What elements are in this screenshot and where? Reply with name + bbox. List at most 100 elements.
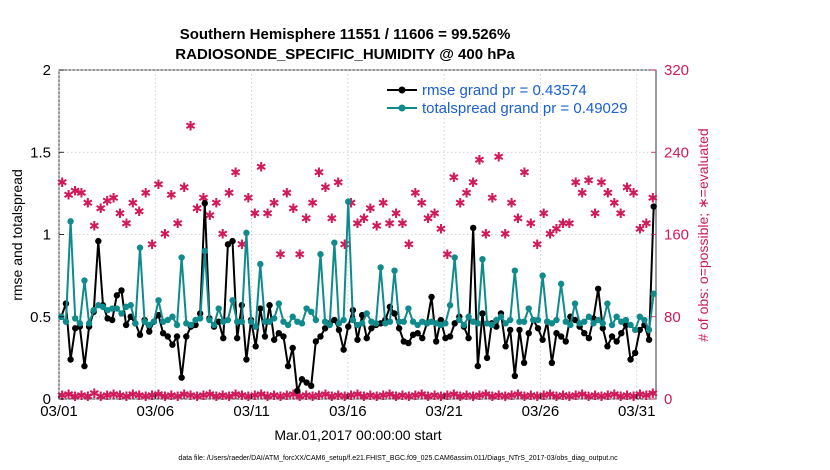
totalspread-point [247,318,255,325]
obs-possible-marker: ✱ [423,212,434,227]
rmse-point [159,330,167,337]
rmse-point [261,333,269,340]
rmse-point [599,325,606,332]
obs-possible-marker: ✱ [590,207,601,222]
obs-possible-marker: ✱ [435,222,446,237]
rmse-point [557,333,565,340]
plot-area [58,69,657,400]
obs-possible-marker: ✱ [314,166,325,181]
y-tick-label-right: 240 [664,144,689,161]
legend: rmse grand pr = 0.43574 totalspread gran… [387,82,628,117]
rmse-point [608,333,616,340]
obs-evaluated-marker: ✱ [115,389,126,404]
totalspread-point [326,321,333,329]
rmse-point [289,344,296,352]
obs-possible-marker: ✱ [95,202,106,217]
rmse-point [173,333,181,340]
rmse-point [257,305,264,312]
x-tick-label: 03/01 [40,403,78,420]
obs-evaluated-marker: ✱ [288,388,299,403]
obs-possible-marker: ✱ [127,197,138,212]
obs-evaluated-marker: ✱ [307,390,318,405]
rmse-point [368,325,375,332]
totalspread-point [553,316,560,324]
rmse-point [553,330,560,337]
rmse-point [109,316,116,324]
obs-evaluated-marker: ✱ [166,389,177,404]
rmse-point [233,334,241,342]
obs-possible-marker: ✱ [391,207,402,222]
obs-evaluated-marker: ✱ [153,388,164,403]
totalspread-point [345,198,352,205]
totalspread-point [229,297,236,304]
obs-evaluated-marker: ✱ [525,389,536,404]
totalspread-point [636,313,644,320]
totalspread-point [146,321,153,329]
obs-possible-marker: ✱ [147,238,158,253]
y-tick-label-left: 1 [43,227,51,244]
totalspread-point [67,218,74,225]
rmse-point [534,325,542,332]
obs-possible-marker: ✱ [249,207,260,222]
rmse-point [405,339,412,347]
obs-possible-marker: ✱ [301,212,312,227]
obs-possible-marker: ✱ [159,228,170,243]
legend-spread-marker [398,104,406,112]
obs-evaluated-marker: ✱ [423,390,434,405]
obs-evaluated-marker: ✱ [570,389,581,404]
obs-evaluated-marker: ✱ [269,389,280,404]
obs-evaluated-marker: ✱ [628,390,639,405]
totalspread-point [567,321,574,329]
obs-evaluated-marker: ✱ [127,388,138,403]
totalspread-point [456,316,463,324]
totalspread-point [132,320,139,327]
obs-evaluated-marker: ✱ [365,389,376,404]
obs-possible-marker: ✱ [602,186,613,201]
obs-possible-marker: ✱ [211,197,222,212]
rmse-point [178,374,185,381]
obs-evaluated-marker: ✱ [63,388,74,403]
rmse-point [192,321,199,329]
rmse-point [331,316,338,324]
obs-possible-marker: ✱ [63,188,74,203]
totalspread-point [136,244,144,251]
obs-evaluated-marker: ✱ [609,388,620,403]
obs-evaluated-marker: ✱ [551,390,562,405]
totalspread-point [233,318,241,325]
rmse-point [220,334,227,342]
obs-possible-marker: ✱ [384,217,395,232]
y-axis-label-left: rmse and totalspread [9,169,25,301]
obs-evaluated-marker: ✱ [108,388,119,403]
totalspread-point [511,267,519,274]
obs-possible-marker: ✱ [102,195,113,210]
totalspread-point [266,318,273,325]
totalspread-point [395,318,403,325]
totalspread-point [548,320,556,327]
totalspread-point [317,251,324,258]
rmse-point [266,302,273,309]
obs-possible-marker: ✱ [403,238,414,253]
legend-rmse-label: rmse grand pr = 0.43574 [422,82,587,99]
obs-evaluated-marker: ✱ [602,389,613,404]
totalspread-point [169,313,176,320]
obs-evaluated-marker: ✱ [179,388,190,403]
rmse-point [122,321,130,329]
y-tick-label-right: 0 [664,391,672,408]
rmse-point [395,325,403,332]
rmse-point [507,326,514,334]
y-tick-label-right: 320 [664,62,689,79]
totalspread-point [520,318,528,325]
totalspread-point [321,318,329,325]
rmse-point [363,334,370,342]
totalspread-point [164,316,171,324]
obs-evaluated-marker: ✱ [89,387,100,402]
totalspread-point [493,316,500,324]
obs-evaluated-marker: ✱ [615,390,626,405]
obs-evaluated-marker: ✱ [397,389,408,404]
rmse-point [308,382,315,390]
obs-possible-marker: ✱ [57,176,68,191]
obs-possible-marker: ✱ [358,212,369,227]
obs-evaluated-marker: ✱ [256,388,267,403]
totalspread-point [507,316,514,324]
totalspread-point [81,277,88,284]
